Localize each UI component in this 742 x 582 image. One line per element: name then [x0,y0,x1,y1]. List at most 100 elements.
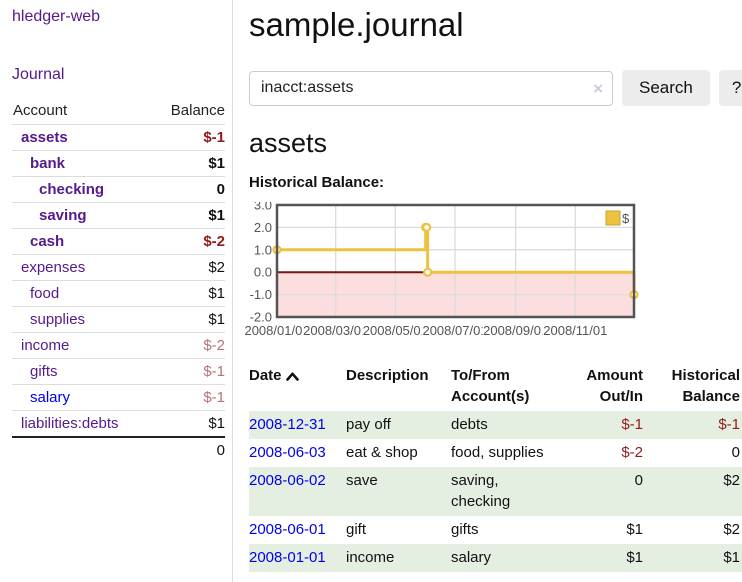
account-heading: assets [249,128,328,158]
transaction-accounts: gifts [451,521,479,538]
x-axis-tick: 2008/09/01 [483,323,548,338]
account-balance: $1 [152,202,225,229]
clear-search-icon[interactable]: × [593,78,603,98]
x-axis-tick: 2008/07/01 [422,323,487,338]
transaction-balance: $-1 [718,416,740,433]
y-axis-tick: 0.0 [254,265,272,280]
account-row: cash $-2 [12,228,225,255]
transaction-balance: 0 [731,444,740,461]
account-link[interactable]: food [30,285,60,302]
register-header-date[interactable]: Date [249,362,346,411]
register-table: Date Description To/From Account(s) Amou… [249,362,742,572]
chart-svg: $3.0 2.0 1.0 0.0 -1.0 -2.02008/01/012008/03/0… [244,198,639,339]
transaction-date-link[interactable]: 2008-12-31 [249,416,326,433]
y-axis-tick: 2.0 [254,220,272,235]
account-link[interactable]: expenses [21,259,86,276]
register-header-accounts[interactable]: To/From Account(s) [451,367,530,405]
main-content: sample.journal × Search ? assets Histori… [233,0,742,582]
transaction-balance: $2 [723,521,740,538]
transaction-date-link[interactable]: 2008-06-02 [249,472,326,489]
transaction-description: gift [346,521,367,538]
transaction-description: income [346,549,395,566]
chart-label: Historical Balance: [249,174,385,191]
search-button[interactable]: Search [622,70,710,106]
register-header-row: Date Description To/From Account(s) Amou… [249,362,742,411]
register-row[interactable]: 2008-06-02 save saving, checking 0 $2 [249,467,742,516]
account-row: gifts $-1 [12,358,225,385]
account-balance: $-1 [152,124,225,151]
x-axis-tick: 2008/11/01 [543,323,607,338]
account-row: saving $1 [12,202,225,229]
y-axis-tick: 3.0 [254,202,272,213]
y-axis-tick: 1.0 [254,242,272,257]
account-link[interactable]: supplies [30,311,86,328]
account-row: income $-2 [12,332,225,359]
transaction-accounts: food, supplies [451,444,544,461]
transaction-accounts: debts [451,416,488,433]
account-link[interactable]: salary [30,389,71,406]
account-balance: $1 [152,306,225,333]
transaction-amount: 0 [634,472,643,489]
account-balance: $2 [152,254,225,281]
account-row: supplies $1 [12,306,225,333]
legend-label: $ [622,211,630,226]
accounts-header-account: Account [13,102,68,119]
account-balance: $-1 [152,358,225,385]
accounts-total-row: 0 [12,436,225,463]
account-link[interactable]: gifts [30,363,58,380]
transaction-date-link[interactable]: 2008-06-01 [249,521,326,538]
account-balance: $1 [152,410,225,437]
register-header-balance[interactable]: Historical Balance [671,367,740,405]
page-title: sample.journal [249,6,464,43]
transaction-date-link[interactable]: 2008-06-03 [249,444,326,461]
app-title: hledger-web [12,8,225,26]
register-header-description[interactable]: Description [346,367,429,384]
transaction-balance: $1 [723,549,740,566]
account-row: food $1 [12,280,225,307]
account-balance: $-1 [152,384,225,411]
account-balance: $1 [152,280,225,307]
account-link[interactable]: bank [30,155,66,172]
account-row: assets $-1 [12,124,225,151]
accounts-header-row: Account Balance [12,98,225,125]
transaction-date-link[interactable]: 2008-01-01 [249,549,326,566]
search-bar: × Search ? [249,70,742,106]
account-row: liabilities:debts $1 [12,410,225,437]
account-balance: $1 [152,150,225,177]
transaction-description: pay off [346,416,391,433]
sidebar: hledger-web Journal Account Balance asse… [0,0,233,582]
account-row: bank $1 [12,150,225,177]
register-row[interactable]: 2008-01-01 income salary $1 $1 [249,544,742,572]
transaction-amount: $1 [626,521,643,538]
y-axis-tick: -2.0 [250,310,272,325]
app-title-link[interactable]: hledger-web [12,8,101,25]
historical-balance-chart: $3.0 2.0 1.0 0.0 -1.0 -2.0 2008/01/01 2008/03/0… [244,198,647,340]
help-button[interactable]: ? [718,70,742,106]
search-input[interactable] [249,70,613,106]
account-link[interactable]: liabilities:debts [21,415,119,432]
accounts-header-balance: Balance [170,102,225,119]
account-link[interactable]: cash [30,233,65,250]
transaction-balance: $2 [723,472,740,489]
accounts-table: Account Balance assets $-1 bank $1 checking 0… [12,98,225,463]
account-link[interactable]: assets [21,129,68,146]
register-header-amount[interactable]: Amount Out/In [586,367,643,405]
account-row: checking 0 [12,176,225,203]
account-link[interactable]: income [21,337,70,354]
y-axis-tick: -1.0 [250,287,272,302]
transaction-amount: $1 [626,549,643,566]
account-link[interactable]: saving [39,207,87,224]
account-balance: $-2 [152,332,225,359]
register-row[interactable]: 2008-06-01 gift gifts $1 $2 [249,516,742,544]
sort-ascending-icon [285,366,299,387]
account-link[interactable]: checking [39,181,105,198]
x-axis-tick: 2008/03/01 [303,323,368,338]
journal-link[interactable]: Journal [12,66,65,83]
x-axis-tick: 2008/05/01 [363,323,428,338]
transaction-description: save [346,472,378,489]
transaction-amount: $-2 [621,444,643,461]
transaction-accounts: saving, checking [451,472,511,510]
register-row[interactable]: 2008-06-03 eat & shop food, supplies $-2 0 [249,439,742,467]
register-row[interactable]: 2008-12-31 pay off debts $-1 $-1 [249,411,742,439]
